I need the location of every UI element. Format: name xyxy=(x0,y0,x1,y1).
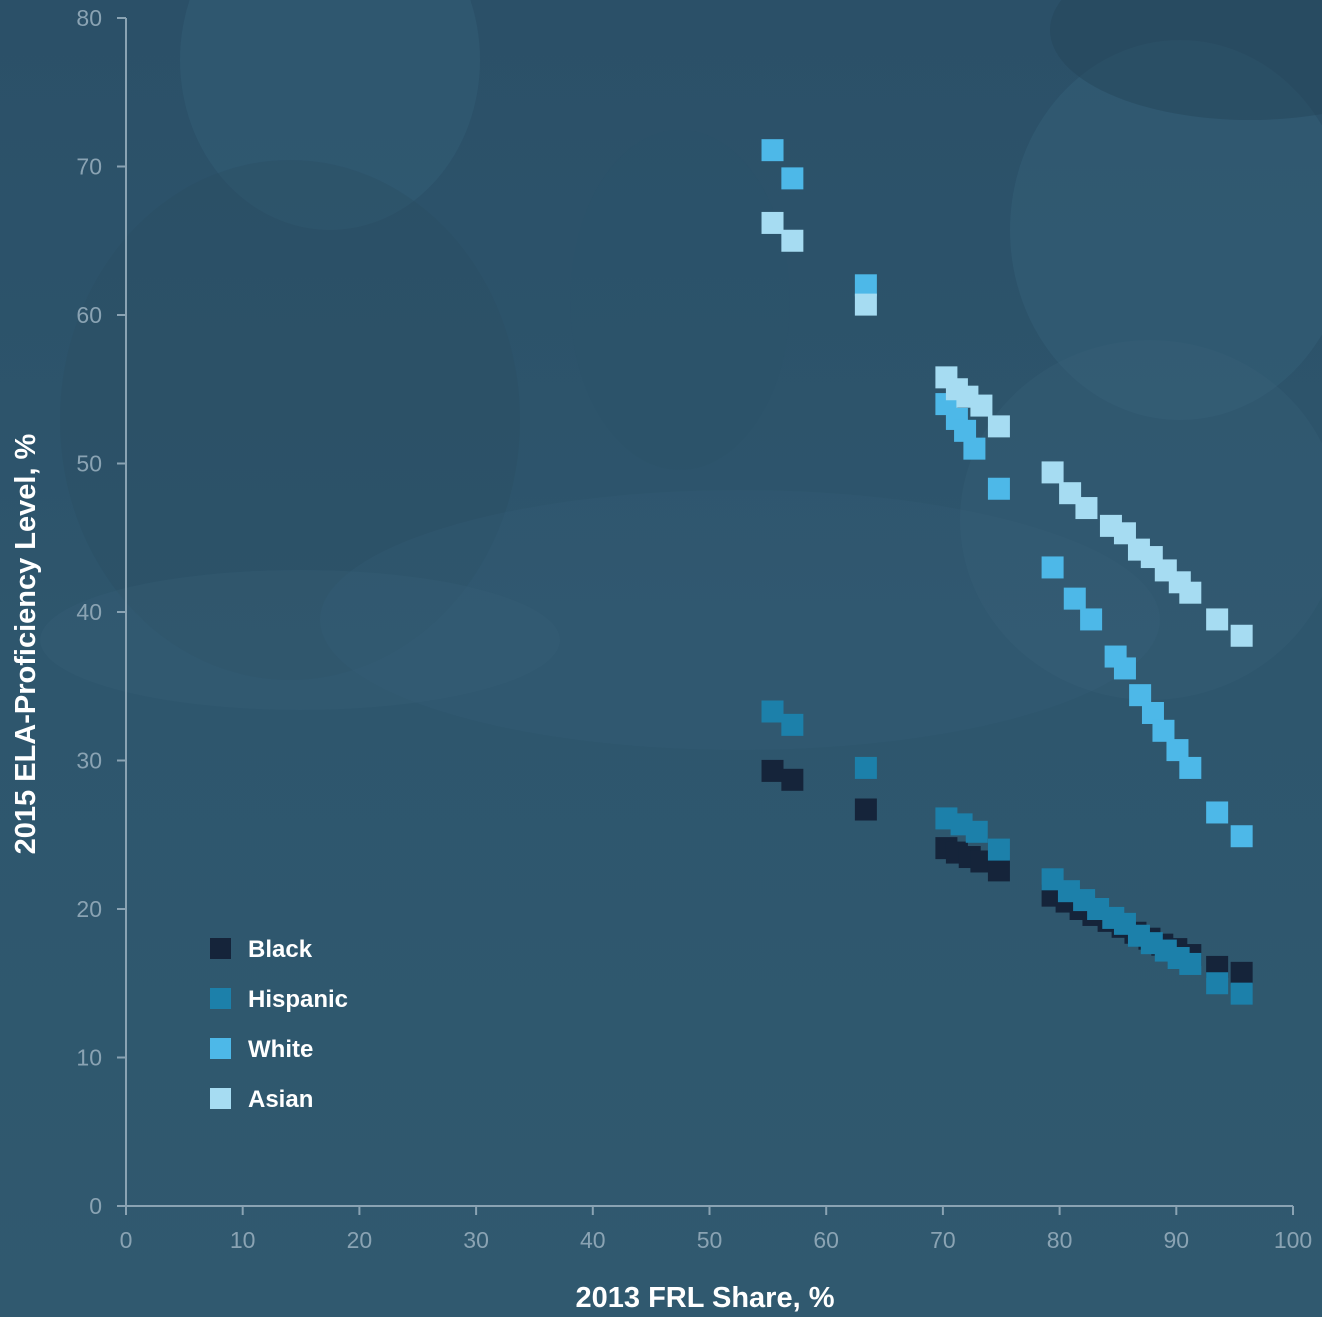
data-point-black xyxy=(970,850,993,873)
data-point-white xyxy=(1152,719,1175,742)
legend: Black Hispanic White Asian xyxy=(210,936,348,1113)
data-point-hispanic xyxy=(987,838,1010,861)
data-point-asian xyxy=(1075,497,1098,520)
x-tick-label: 0 xyxy=(120,1227,133,1253)
data-point-white xyxy=(1129,684,1152,707)
data-point-black xyxy=(761,759,784,782)
x-tick-label: 20 xyxy=(347,1227,373,1253)
data-point-hispanic xyxy=(781,713,804,736)
data-point-black xyxy=(854,798,877,821)
data-point-white xyxy=(954,419,977,442)
y-axis-title: 2015 ELA-Proficiency Level, % xyxy=(10,433,42,854)
data-point-white xyxy=(1080,608,1103,631)
legend-swatch-white xyxy=(210,1038,231,1059)
data-point-white xyxy=(1179,756,1202,779)
y-tick-label: 0 xyxy=(89,1193,102,1219)
data-point-white xyxy=(1141,701,1164,724)
data-point-asian xyxy=(781,229,804,252)
legend-label-white: White xyxy=(248,1036,313,1063)
data-point-asian xyxy=(970,394,993,417)
data-point-hispanic xyxy=(1230,982,1253,1005)
x-tick-label: 80 xyxy=(1047,1227,1073,1253)
y-tick-label: 40 xyxy=(76,599,102,625)
data-point-white xyxy=(1206,801,1229,824)
data-point-white xyxy=(987,477,1010,500)
data-point-asian xyxy=(987,415,1010,438)
data-point-white xyxy=(1041,556,1064,579)
data-point-white xyxy=(781,167,804,190)
data-point-hispanic xyxy=(965,820,988,843)
data-point-black xyxy=(781,768,804,791)
data-point-asian xyxy=(1230,624,1253,647)
data-point-white xyxy=(1113,657,1136,680)
data-point-hispanic xyxy=(854,756,877,779)
data-point-hispanic xyxy=(761,700,784,723)
legend-swatch-asian xyxy=(210,1088,231,1109)
legend-swatch-hispanic xyxy=(210,988,231,1009)
x-tick-label: 90 xyxy=(1164,1227,1190,1253)
y-tick-label: 70 xyxy=(76,154,102,180)
x-tick-label: 60 xyxy=(813,1227,839,1253)
legend-swatch-black xyxy=(210,938,231,959)
y-tick-label: 60 xyxy=(76,302,102,328)
x-tick-label: 100 xyxy=(1274,1227,1312,1253)
x-tick-label: 10 xyxy=(230,1227,256,1253)
data-point-asian xyxy=(854,293,877,316)
data-point-black xyxy=(987,859,1010,882)
data-point-hispanic xyxy=(1206,972,1229,995)
data-point-asian xyxy=(1041,461,1064,484)
x-tick-label: 50 xyxy=(697,1227,723,1253)
data-point-asian xyxy=(761,211,784,234)
data-point-asian xyxy=(1179,581,1202,604)
data-point-white xyxy=(963,437,986,460)
data-point-white xyxy=(761,139,784,162)
y-tick-label: 10 xyxy=(76,1045,102,1071)
x-tick-label: 30 xyxy=(463,1227,489,1253)
legend-label-black: Black xyxy=(248,936,313,963)
data-point-white xyxy=(854,274,877,297)
x-axis-title: 2013 FRL Share, % xyxy=(576,1282,835,1314)
y-tick-label: 20 xyxy=(76,896,102,922)
data-point-black xyxy=(1230,961,1253,984)
x-tick-label: 40 xyxy=(580,1227,606,1253)
y-tick-label: 30 xyxy=(76,748,102,774)
y-tick-label: 50 xyxy=(76,451,102,477)
data-point-asian xyxy=(1206,608,1229,631)
data-point-hispanic xyxy=(1179,952,1202,975)
data-point-white xyxy=(1166,739,1189,762)
legend-label-asian: Asian xyxy=(248,1086,313,1113)
legend-label-hispanic: Hispanic xyxy=(248,986,348,1013)
data-point-white xyxy=(1063,587,1086,610)
data-point-white xyxy=(1230,825,1253,848)
y-tick-label: 80 xyxy=(76,5,102,31)
x-tick-label: 70 xyxy=(930,1227,956,1253)
